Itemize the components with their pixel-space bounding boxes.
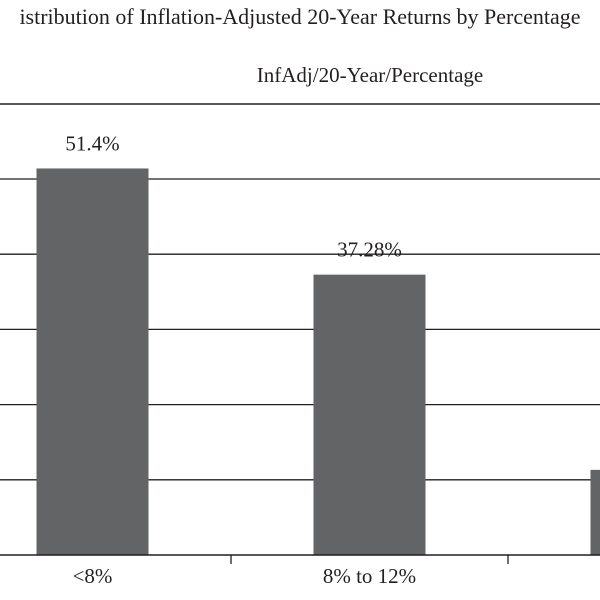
bar — [313, 274, 426, 555]
x-axis-ticks — [230, 555, 509, 564]
category-label: 8% to 12% — [323, 564, 416, 588]
category-label: <8% — [73, 564, 113, 588]
chart-subtitle: InfAdj/20-Year/Percentage — [256, 63, 484, 87]
bar — [36, 168, 149, 556]
data-labels: 51.4% 37.28% — [65, 131, 402, 261]
data-label: 37.28% — [337, 238, 402, 262]
bars — [36, 168, 600, 556]
bar — [590, 469, 600, 555]
chart-title: istribution of Inflation-Adjusted 20-Yea… — [19, 4, 581, 29]
data-label: 51.4% — [65, 131, 119, 155]
category-labels: <8% 8% to 12% — [73, 564, 417, 588]
